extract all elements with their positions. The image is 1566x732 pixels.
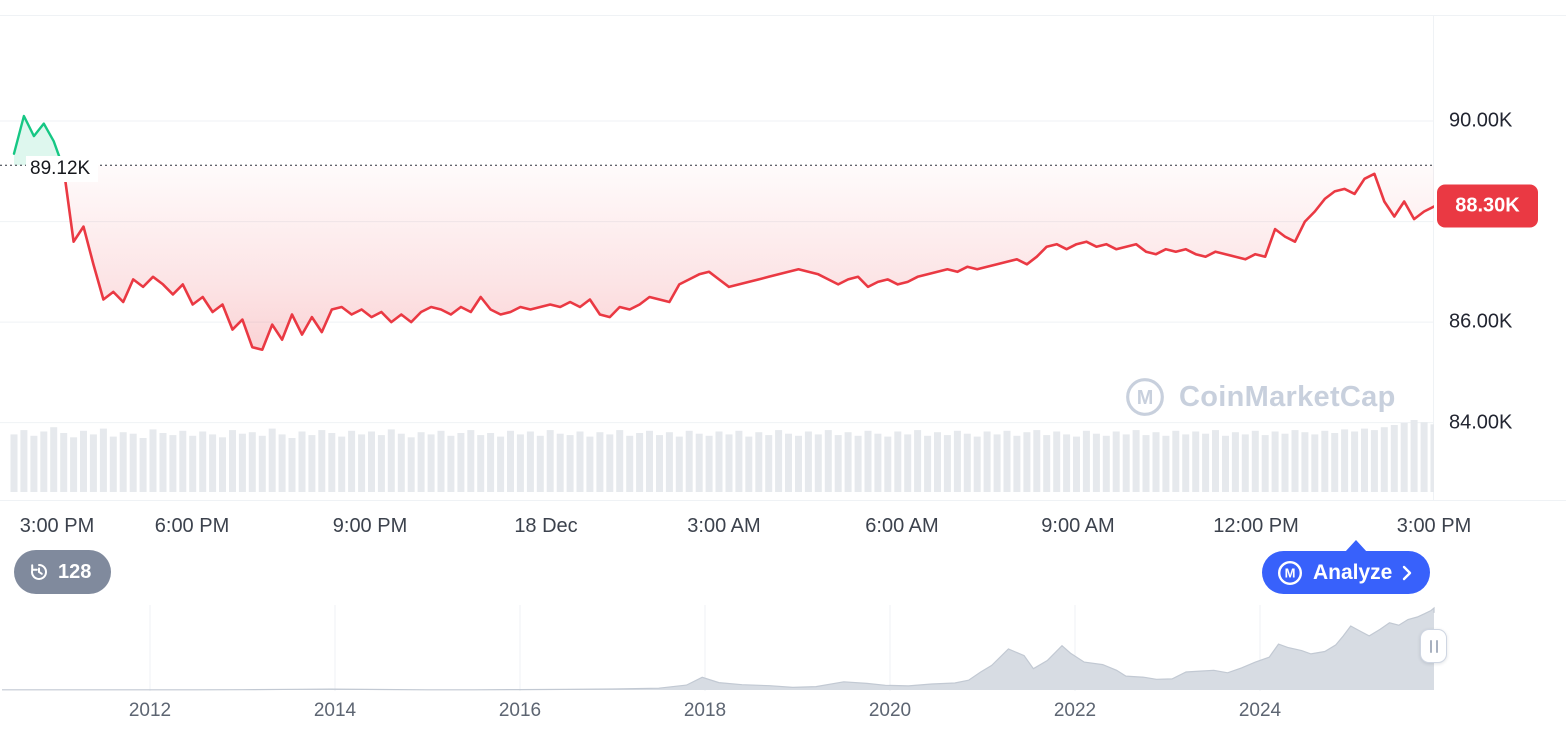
year-axis-label: 2022 bbox=[1053, 700, 1097, 721]
range-selector-chart[interactable] bbox=[0, 605, 1566, 691]
time-axis-label: 6:00 AM bbox=[865, 515, 939, 537]
watermark-text: CoinMarketCap bbox=[1179, 380, 1396, 413]
year-axis-label: 2020 bbox=[868, 700, 912, 721]
price-line-chart[interactable] bbox=[0, 15, 1434, 500]
handle-grip-icon bbox=[1435, 639, 1438, 653]
history-count-badge[interactable]: 128 bbox=[14, 550, 112, 594]
analyze-label: Analyze bbox=[1313, 560, 1393, 584]
time-axis-label: 3:00 AM bbox=[687, 515, 761, 537]
year-axis-label: 2016 bbox=[498, 700, 542, 721]
time-axis-label: 9:00 PM bbox=[332, 515, 408, 537]
time-axis-label: 9:00 AM bbox=[1041, 515, 1115, 537]
history-count: 128 bbox=[58, 560, 92, 583]
chevron-right-icon bbox=[1403, 565, 1412, 580]
time-axis-label: 18 Dec bbox=[514, 515, 578, 537]
year-axis-label: 2014 bbox=[313, 700, 357, 721]
time-axis-label: 6:00 PM bbox=[154, 515, 230, 537]
analyze-button[interactable]: M Analyze bbox=[1262, 551, 1431, 594]
range-selector-handle[interactable] bbox=[1420, 629, 1447, 663]
coinmarketcap-logo-icon: M bbox=[1277, 560, 1303, 585]
time-axis-label: 3:00 PM bbox=[1396, 515, 1472, 537]
y-axis-label: 90.00K bbox=[1449, 109, 1513, 132]
year-axis-label: 2024 bbox=[1238, 700, 1282, 721]
previous-close-label: 89.12K bbox=[26, 156, 99, 183]
y-axis-label: 84.00K bbox=[1449, 411, 1513, 434]
time-axis-separator bbox=[0, 500, 1566, 501]
svg-text:M: M bbox=[1285, 565, 1296, 580]
year-axis-label: 2018 bbox=[683, 700, 727, 721]
handle-grip-icon bbox=[1429, 639, 1432, 653]
coinmarketcap-watermark: M CoinMarketCap bbox=[1124, 376, 1396, 418]
svg-text:M: M bbox=[1137, 387, 1154, 409]
year-axis-label: 2012 bbox=[128, 700, 172, 721]
coinmarketcap-logo-icon: M bbox=[1126, 378, 1164, 416]
chart-top-border bbox=[0, 15, 1566, 16]
time-axis-label: 12:00 PM bbox=[1213, 515, 1299, 537]
y-axis-label: 86.00K bbox=[1449, 310, 1513, 333]
time-axis-label: 3:00 PM bbox=[19, 515, 95, 537]
current-price-badge: 88.30K bbox=[1437, 184, 1538, 228]
analyze-pointer-icon bbox=[1345, 540, 1367, 552]
history-clock-icon bbox=[31, 564, 47, 580]
